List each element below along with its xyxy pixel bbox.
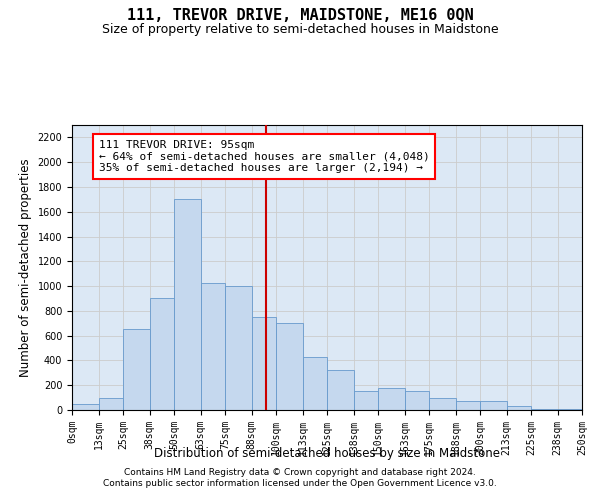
Bar — [455, 400, 480, 410]
Bar — [302, 358, 327, 410]
Text: Size of property relative to semi-detached houses in Maidstone: Size of property relative to semi-detach… — [101, 22, 499, 36]
Bar — [200, 283, 225, 410]
Bar — [557, 409, 582, 410]
Bar — [276, 324, 302, 410]
Text: Contains HM Land Registry data © Crown copyright and database right 2024.
Contai: Contains HM Land Registry data © Crown c… — [103, 468, 497, 487]
Bar — [429, 398, 455, 410]
Bar — [98, 398, 123, 410]
Bar — [225, 286, 251, 410]
Bar — [72, 404, 98, 410]
Bar — [174, 200, 200, 410]
Bar — [149, 298, 174, 410]
Bar — [251, 317, 276, 410]
Bar — [123, 330, 149, 410]
Text: 111 TREVOR DRIVE: 95sqm
← 64% of semi-detached houses are smaller (4,048)
35% of: 111 TREVOR DRIVE: 95sqm ← 64% of semi-de… — [98, 140, 429, 173]
Text: Distribution of semi-detached houses by size in Maidstone: Distribution of semi-detached houses by … — [154, 448, 500, 460]
Bar — [404, 392, 429, 410]
Bar — [531, 409, 557, 410]
Y-axis label: Number of semi-detached properties: Number of semi-detached properties — [19, 158, 32, 377]
Bar — [480, 400, 506, 410]
Bar — [506, 406, 531, 410]
Bar — [327, 370, 353, 410]
Bar — [353, 392, 378, 410]
Text: 111, TREVOR DRIVE, MAIDSTONE, ME16 0QN: 111, TREVOR DRIVE, MAIDSTONE, ME16 0QN — [127, 8, 473, 22]
Bar — [378, 388, 404, 410]
